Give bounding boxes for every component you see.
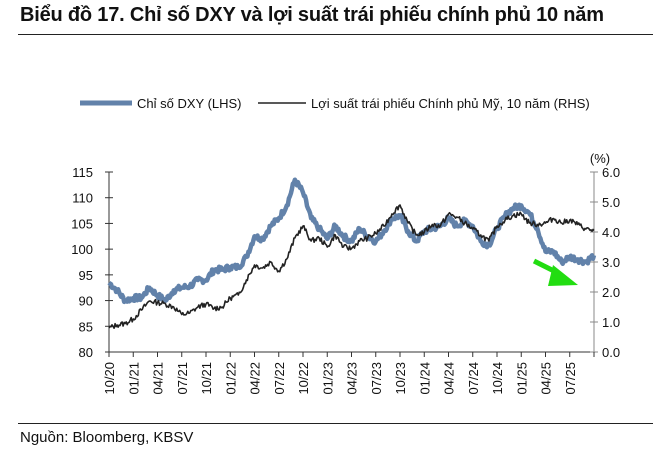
chart-title: Biểu đồ 17. Chỉ số DXY và lợi suất trái …	[20, 4, 604, 26]
right-tick-label: 3.0	[602, 255, 620, 270]
x-tick-label: 01/25	[514, 362, 529, 395]
x-tick-label: 01/23	[320, 362, 335, 395]
series-line-dxy	[107, 177, 597, 305]
arrow-head-icon	[548, 265, 578, 286]
right-tick-label: 2.0	[602, 285, 620, 300]
x-tick-label: 01/24	[417, 362, 432, 395]
left-tick-label: 100	[71, 242, 93, 257]
right-tick-label: 1.0	[602, 315, 620, 330]
x-tick-label: 10/21	[199, 362, 214, 395]
x-tick-label: 04/21	[151, 362, 166, 395]
x-tick-label: 07/21	[175, 362, 190, 395]
left-tick-label: 115	[72, 165, 93, 180]
x-tick-label: 07/23	[369, 362, 384, 395]
left-tick-label: 105	[71, 216, 93, 231]
right-tick-label: 0.0	[602, 345, 620, 360]
left-tick-label: 85	[79, 319, 93, 334]
x-tick-label: 04/22	[248, 362, 263, 395]
left-tick-label: 110	[72, 191, 93, 206]
x-tick-label: 10/24	[490, 362, 505, 395]
source-note: Nguồn: Bloomberg, KBSV	[20, 429, 194, 446]
left-tick-label: 80	[79, 345, 93, 360]
x-tick-label: 01/22	[223, 362, 238, 395]
source-divider	[18, 423, 653, 424]
legend-label-yield: Lợi suất trái phiếu Chính phủ Mỹ, 10 năm…	[311, 96, 590, 111]
x-tick-label: 07/24	[466, 362, 481, 395]
right-tick-label: 4.0	[602, 225, 620, 240]
left-tick-label: 95	[79, 268, 93, 283]
x-tick-label: 04/25	[539, 362, 554, 395]
x-tick-label: 04/23	[345, 362, 360, 395]
title-divider	[18, 34, 653, 35]
right-axis-unit: (%)	[590, 151, 610, 166]
x-tick-label: 01/21	[126, 362, 141, 395]
x-tick-label: 07/25	[563, 362, 578, 395]
x-tick-label: 04/24	[442, 362, 457, 395]
x-tick-label: 10/20	[102, 362, 117, 395]
legend-label-dxy: Chỉ số DXY (LHS)	[137, 96, 242, 111]
series-line-us10y-yield	[108, 204, 595, 329]
right-tick-label: 5.0	[602, 195, 620, 210]
left-tick-label: 90	[79, 294, 93, 309]
x-tick-label: 07/22	[272, 362, 287, 395]
x-tick-label: 10/23	[393, 362, 408, 395]
legend: Chỉ số DXY (LHS) Lợi suất trái phiếu Chí…	[80, 96, 590, 111]
right-tick-label: 6.0	[602, 165, 620, 180]
x-tick-label: 10/22	[296, 362, 311, 395]
